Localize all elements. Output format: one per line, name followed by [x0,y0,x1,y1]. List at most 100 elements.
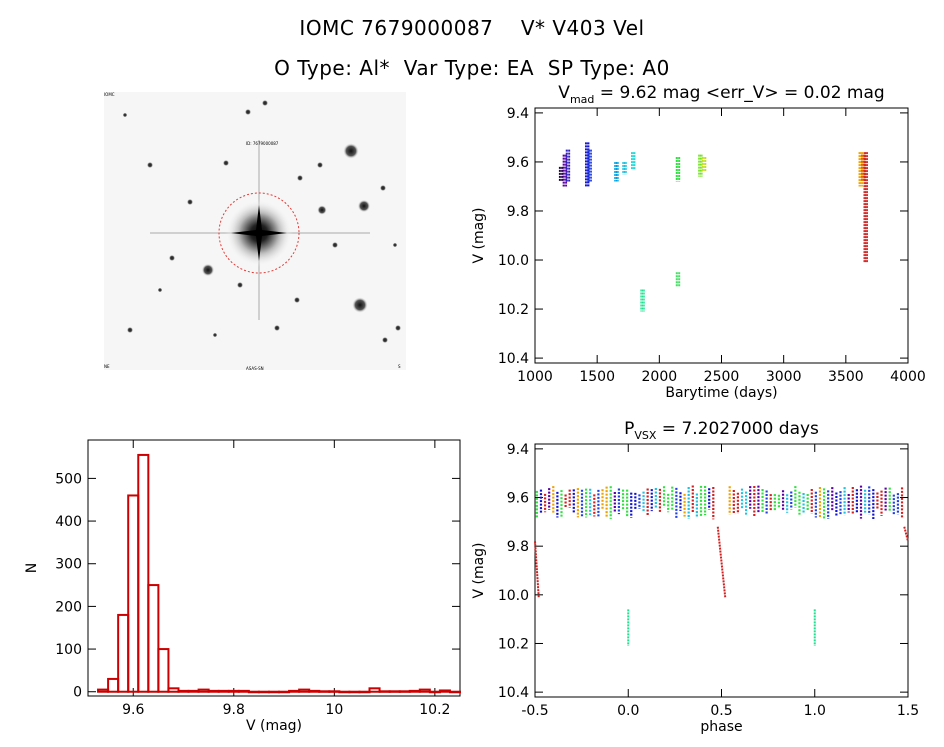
hist-xtick-label: 9.6 [122,702,144,718]
ph-ytick-label: 9.8 [507,539,529,555]
ph-ytick-label: 9.4 [507,442,529,458]
phased-lightcurve-plot: -0.5 0.0 0.5 1.0 1.5 9.4 9.6 9.8 10.0 10.2 10.4 pha… [471,419,919,735]
finder-image: ID: 7679000087 IOMC NE ASAS-SN S [104,92,406,371]
hist-bar [308,689,321,693]
field-star [379,184,387,192]
field-star [296,174,304,182]
lc-xtick-label: 1000 [517,369,553,385]
image-corner-label-bl: NE [104,364,110,369]
hist-bar [147,584,160,693]
target-circle [218,192,300,274]
hist-bar [358,690,371,694]
hist-bar [428,690,441,694]
hist-ytick-label: 500 [55,471,82,487]
field-star [157,287,163,293]
ph-ylabel: V (mag) [471,542,487,598]
field-star [186,198,194,206]
hist-bar [278,690,291,694]
image-corner-label-bc: ASAS-SN [246,366,264,371]
field-star [352,297,368,313]
lc-xtick-label: 2000 [642,369,678,385]
hist-bar [167,687,180,693]
lc-xtick-label: 2500 [704,369,740,385]
hist-ytick-label: 400 [55,514,82,530]
lc-xtick-label: 1500 [579,369,615,385]
hist-ytick-label: 200 [55,599,82,615]
field-star [343,143,359,159]
hist-bar [187,689,200,693]
field-star [392,242,398,248]
hist-bar [157,648,170,693]
hist-bar [298,688,311,693]
hist-xtick-label: 10 [325,702,343,718]
figure-title: IOMC 7679000087 V* V403 Vel [299,16,645,40]
ph-xtick-label: 0.5 [710,703,732,719]
field-star [146,161,154,169]
hist-bar [137,453,150,693]
field-star [261,99,269,107]
field-star [316,161,324,169]
hist-bar [438,689,451,693]
field-star [168,254,176,262]
hist-bar [378,690,391,693]
hist-bar [257,690,270,694]
hist-bar [318,690,331,693]
hist-bar [448,690,462,694]
lc-xtick-label: 3000 [766,369,802,385]
field-star [317,205,327,215]
hist-xlabel: V (mag) [246,718,302,734]
field-star [236,281,244,289]
hist-bar [227,689,240,693]
field-star [212,332,218,338]
field-star [244,108,252,116]
histogram-plot: 9.6 9.8 10 10.2 0 100 200 300 400 500 V (mag) N [24,439,462,734]
lc-ytick-label: 10.4 [498,351,529,367]
hist-bar [97,688,110,693]
hist-xtick-label: 10.2 [419,702,450,718]
hist-bar [348,690,361,694]
field-star [381,336,389,344]
hist-ytick-label: 100 [55,642,82,658]
target-star-spikes [231,205,287,261]
lc-title: Vmad = 9.62 mag <err_V> = 0.02 mag [558,83,884,106]
ph-ytick-label: 10.2 [498,636,529,652]
field-star [394,324,402,332]
ph-xtick-label: -0.5 [521,703,548,719]
hist-bar [207,689,220,693]
lc-xlabel: Barytime (days) [665,385,777,401]
field-star [357,199,371,213]
hist-bar [247,690,260,694]
hist-bar [217,689,230,693]
lc-frame [534,107,909,364]
hist-ytick-label: 300 [55,557,82,573]
hist-bar [338,690,351,694]
hist-bar [368,687,381,693]
hist-bar [107,677,120,693]
star-id-label: ID: 7679000087 [246,141,279,146]
ph-title: PVSX = 7.2027000 days [624,419,819,442]
image-corner-label-tl: IOMC [104,92,115,97]
ph-eclipse-points [716,526,727,598]
hist-bar [267,690,281,694]
ph-xtick-label: 1.5 [897,703,919,719]
ph-xlabel: phase [700,719,742,735]
ph-ytick-label: 10.4 [498,685,529,701]
ph-xtick-label: 1.0 [804,703,826,719]
hist-bar [127,494,140,693]
lc-ylabel: V (mag) [471,207,487,263]
hist-bar [177,689,190,693]
field-star [222,159,230,167]
hist-bar [408,689,421,693]
hist-bar [197,688,210,693]
ph-eclipse-points [903,526,909,542]
hist-bar [388,690,401,693]
field-star [273,324,281,332]
ph-ytick-label: 10.0 [498,588,529,604]
lightcurve-plot: 1000 1500 2000 2500 3000 3500 4000 9.4 9.6 9.8 10.… [471,83,926,401]
lc-ytick-label: 9.6 [507,155,529,171]
hist-bar [418,688,431,693]
ph-eclipse-points [534,541,540,598]
field-star [293,296,301,304]
ph-ytick-label: 9.6 [507,491,529,507]
